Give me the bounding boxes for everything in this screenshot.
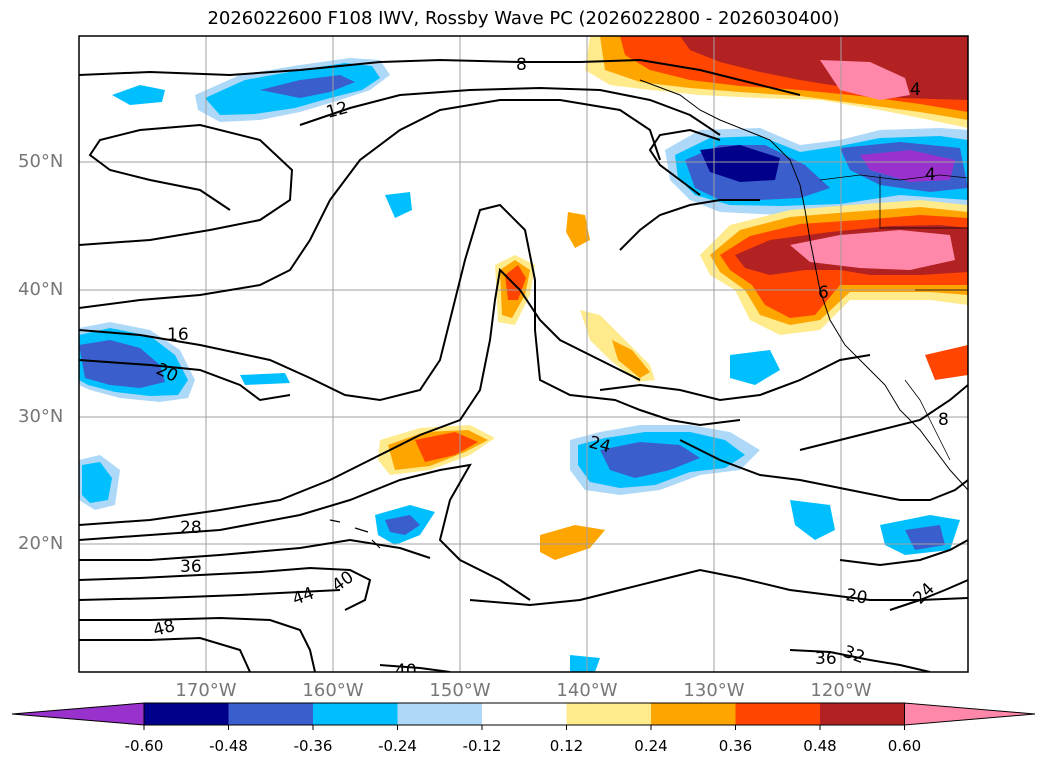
contour-label: 4 [910,80,921,100]
colorbar-swatch [397,703,482,725]
contour-label: 4 [925,165,936,185]
map-frame [78,35,969,673]
colorbar-tick-label: -0.24 [378,737,417,755]
lat-label: 30°N [18,406,64,427]
colorbar-tick-label: 0.12 [549,737,584,755]
lon-label: 120°W [810,680,872,701]
iwv-contours [79,58,968,672]
contour-label: 40 [395,661,417,681]
colorbar [11,702,1036,730]
contour-label: 20 [844,585,869,608]
colorbar-lower-extension [11,702,145,726]
colorbar-tick-label: -0.36 [293,737,333,755]
colorbar-swatch [228,703,313,725]
contour-label: 36 [180,557,202,577]
contour-label: 36 [815,649,837,669]
contour-label: 16 [167,325,189,345]
colorbar-tick-label: 0.24 [634,737,668,755]
lon-label: 170°W [175,680,237,701]
colorbar-swatch [735,703,820,725]
lat-label: 40°N [18,279,64,300]
lon-label: 140°W [556,680,618,701]
colorbar-tick-label: -0.60 [124,737,164,755]
lat-label: 20°N [18,533,64,554]
lon-label: 150°W [429,680,491,701]
colorbar-tick-label: -0.48 [209,737,248,755]
colorbar-swatch [313,703,398,725]
colorbar-swatch [820,703,905,725]
colorbar-swatch [482,703,567,725]
colorbar-tick-label: 0.48 [803,737,837,755]
contour-label: 8 [516,55,527,75]
colorbar-swatch [566,703,651,725]
lon-label: 130°W [683,680,745,701]
colorbar-swatch [651,703,736,725]
lon-label: 160°W [302,680,364,701]
colorbar-tick-label: -0.12 [462,737,502,755]
map-area: 8 4 4 12 16 20 24 28 36 44 40 48 40 20 2… [79,36,968,681]
contour-label: 8 [938,410,949,430]
anomaly-fields [79,36,968,672]
colorbar-tick-label: 0.36 [718,737,753,755]
lat-label: 50°N [18,151,64,172]
contour-label: 28 [180,518,202,538]
colorbar-tick-label: 0.60 [887,737,922,755]
map-title: 2026022600 F108 IWV, Rossby Wave PC (202… [207,8,840,29]
contour-label: 6 [818,283,829,303]
colorbar-swatch [144,703,229,725]
colorbar-upper-extension [904,702,1036,726]
coastline [329,79,968,549]
